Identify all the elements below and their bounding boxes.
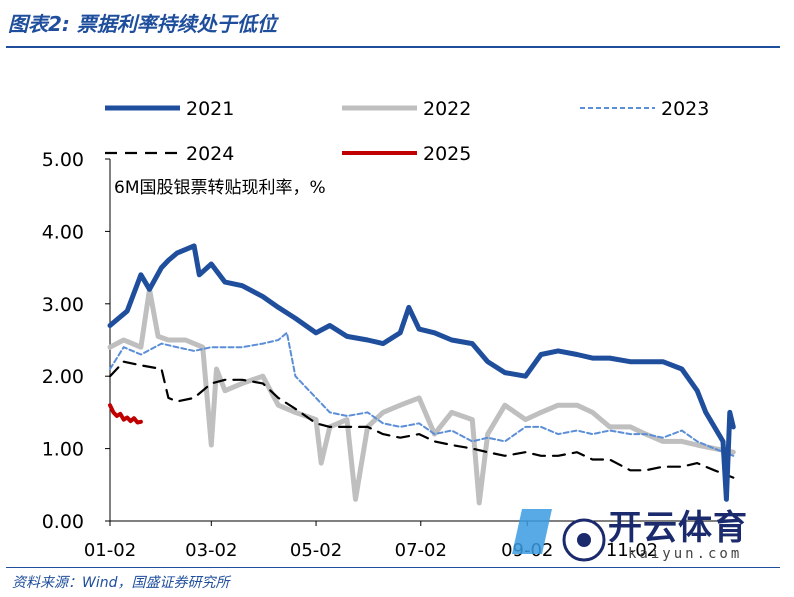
x-tick-label: 03-02 (185, 540, 237, 561)
legend-label: 2021 (186, 98, 234, 120)
legend: 2021 2022 2023 2024 2025 (105, 98, 709, 165)
chart-title: 图表2: 票据利率持续处于低位 (8, 12, 277, 36)
legend-label: 2025 (423, 143, 471, 165)
legend-item-2025: 2025 (342, 143, 471, 165)
x-tick-label: 11-02 (606, 540, 658, 561)
series-line-2025 (108, 403, 143, 425)
y-tick-label: 0.00 (42, 511, 84, 533)
series-line-2023 (109, 331, 735, 457)
legend-label: 2022 (423, 98, 471, 120)
y-tick-label: 1.00 (42, 439, 84, 461)
y-axis: 0.00 1.00 2.00 3.00 4.00 5.00 (42, 149, 111, 533)
x-tick-label: 05-02 (290, 540, 342, 561)
y-tick-label: 3.00 (42, 294, 84, 316)
x-tick-label: 07-02 (395, 540, 447, 561)
title-divider (6, 46, 780, 48)
legend-item-2021: 2021 (105, 98, 234, 120)
series-line-2022 (107, 286, 736, 506)
series-line-2021 (107, 243, 736, 502)
legend-label: 2024 (186, 143, 234, 165)
y-tick-label: 2.00 (42, 366, 84, 388)
source-note: 资料来源：Wind，国盛证券研究所 (12, 575, 230, 591)
legend-item-2024: 2024 (105, 143, 234, 165)
x-tick-label: 01-02 (84, 540, 136, 561)
source-divider (6, 567, 780, 568)
series-layer (107, 243, 736, 506)
series-line-2024 (108, 360, 735, 479)
legend-item-2023: 2023 (580, 98, 709, 120)
chart-annotation: 6M国股银票转贴现利率，% (114, 178, 326, 198)
legend-label: 2023 (661, 98, 709, 120)
watermark-subtext: kaiyun.com (628, 546, 743, 562)
y-tick-label: 5.00 (42, 149, 84, 171)
y-tick-label: 4.00 (42, 221, 84, 243)
legend-item-2022: 2022 (342, 98, 471, 120)
watermark-logo (512, 509, 606, 562)
watermark-text: 开云体育 (608, 508, 748, 548)
